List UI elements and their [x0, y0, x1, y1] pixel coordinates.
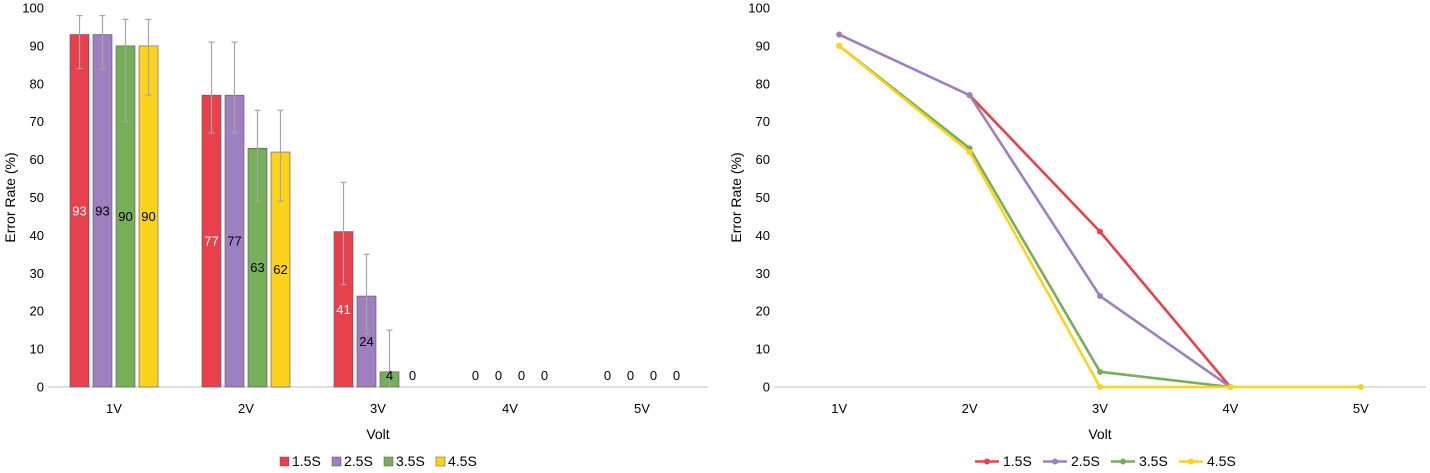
bar-xtick-label: 1V	[106, 401, 122, 416]
legend-marker-2.5S	[1052, 458, 1058, 465]
line-point-4.5S	[1357, 384, 1364, 390]
data-label-1.5S-5V: 0	[604, 368, 611, 383]
data-label-1.5S-3V: 41	[336, 302, 350, 317]
legend-marker-3.5S	[1120, 458, 1126, 465]
data-label-4.5S-4V: 0	[541, 368, 548, 383]
bar-xtick-label: 4V	[502, 401, 518, 416]
line-ytick-label: 80	[756, 76, 770, 91]
line-ytick-label: 30	[756, 266, 770, 281]
legend-label-2.5S: 2.5S	[1071, 453, 1100, 469]
bar-ytick-label: 50	[30, 190, 44, 205]
line-point-2.5S	[836, 31, 843, 38]
line-series-3.5S	[838, 44, 1231, 389]
legend-swatch-2.5S	[331, 456, 342, 467]
line-series-1.5S	[968, 94, 1232, 388]
data-label-3.5S-4V: 0	[518, 368, 525, 383]
line-xtick-label: 2V	[962, 401, 978, 416]
line-ytick-label: 10	[756, 342, 770, 357]
bar-xtick-label: 5V	[634, 401, 650, 416]
bar-ytick-label: 100	[22, 1, 44, 16]
data-label-2.5S-5V: 0	[627, 368, 634, 383]
data-label-3.5S-2V: 63	[250, 260, 264, 275]
data-label-3.5S-1V: 90	[118, 209, 132, 224]
legend-swatch-1.5S	[279, 456, 290, 467]
bar-ytick-label: 30	[30, 266, 44, 281]
line-x-axis-title: Volt	[1088, 426, 1111, 442]
line-point-1.5S	[1097, 228, 1103, 235]
bar-ytick-label: 10	[30, 342, 44, 357]
line-ytick-label: 20	[756, 304, 770, 319]
line-ytick-label: 50	[756, 190, 770, 205]
bar-y-axis-title: Error Rate (%)	[2, 152, 18, 242]
legend-swatch-4.5S	[435, 456, 446, 467]
line-point-4.5S	[836, 42, 843, 49]
data-label-2.5S-2V: 77	[227, 234, 241, 249]
data-label-4.5S-3V: 0	[409, 368, 416, 383]
line-xtick-label: 4V	[1222, 401, 1238, 416]
line-ytick-label: 70	[756, 114, 770, 129]
line-chart: 0 10 20 30 40 50 60 70 80 90 100 1V 2V 3V 4V 5V Volt Erro…	[728, 1, 1426, 469]
data-label-1.5S-1V: 93	[72, 203, 86, 218]
data-label-2.5S-1V: 93	[95, 203, 109, 218]
data-label-1.5S-2V: 77	[204, 234, 218, 249]
line-point-2.5S	[1097, 293, 1103, 300]
bar-ytick-label: 0	[37, 380, 44, 395]
line-point-4.5S	[966, 149, 973, 156]
data-label-3.5S-5V: 0	[650, 368, 657, 383]
legend-label-1.5S: 1.5S	[1003, 453, 1032, 469]
legend-label-3.5S: 3.5S	[1139, 453, 1168, 469]
bar-xtick-label: 2V	[238, 401, 254, 416]
legend-marker-4.5S	[1188, 458, 1194, 465]
bar-xtick-label: 3V	[370, 401, 386, 416]
data-label-3.5S-3V: 4	[386, 368, 393, 383]
line-ytick-label: 100	[748, 1, 770, 16]
bar-x-axis-title: Volt	[366, 426, 389, 442]
bar-ytick-label: 90	[30, 38, 44, 53]
legend-label-4.5S: 4.5S	[448, 453, 477, 469]
data-label-4.5S-1V: 90	[141, 209, 155, 224]
line-ytick-label: 60	[756, 152, 770, 167]
line-point-4.5S	[1227, 384, 1234, 390]
data-label-4.5S-2V: 62	[273, 262, 287, 277]
line-point-3.5S	[1097, 368, 1103, 375]
data-label-2.5S-4V: 0	[495, 368, 502, 383]
line-xtick-label: 3V	[1092, 401, 1108, 416]
line-y-axis-title: Error Rate (%)	[728, 152, 744, 242]
line-xtick-label: 1V	[831, 401, 847, 416]
data-label-4.5S-5V: 0	[673, 368, 680, 383]
line-xtick-label: 5V	[1353, 401, 1369, 416]
line-point-2.5S	[966, 92, 973, 99]
legend-swatch-3.5S	[383, 456, 394, 467]
bar-ytick-label: 80	[30, 76, 44, 91]
legend-marker-1.5S	[984, 458, 990, 465]
bar-ytick-label: 60	[30, 152, 44, 167]
data-label-1.5S-4V: 0	[472, 368, 479, 383]
line-series-4.5S	[838, 44, 1361, 389]
bar-ytick-label: 20	[30, 304, 44, 319]
legend-label-3.5S: 3.5S	[396, 453, 425, 469]
bar-ytick-label: 70	[30, 114, 44, 129]
line-ytick-label: 40	[756, 228, 770, 243]
legend-label-1.5S: 1.5S	[292, 453, 321, 469]
line-point-4.5S	[1097, 384, 1103, 390]
line-ytick-label: 90	[756, 38, 770, 53]
legend-label-4.5S: 4.5S	[1207, 453, 1236, 469]
bar-ytick-label: 40	[30, 228, 44, 243]
line-series-2.5S	[838, 33, 1232, 389]
legend-label-2.5S: 2.5S	[344, 453, 373, 469]
data-label-2.5S-3V: 24	[359, 334, 373, 349]
line-ytick-label: 0	[763, 380, 770, 395]
